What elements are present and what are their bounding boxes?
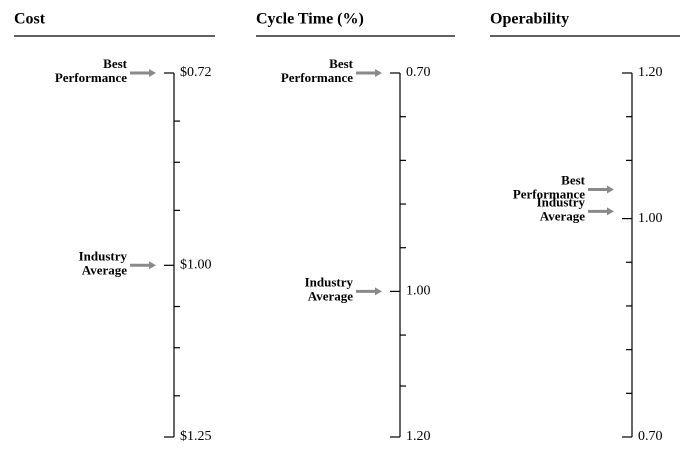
- annotation-label: Industry: [305, 274, 354, 289]
- arrow-head: [607, 207, 614, 216]
- annotation-label: Performance: [55, 70, 127, 85]
- arrow: [588, 185, 614, 194]
- arrow: [130, 69, 156, 77]
- scale-panel: Cycle Time (%) 0.70 1.00 1.20 BestPerformanc…: [256, 11, 455, 444]
- annotation-label: Best: [103, 56, 128, 71]
- annotation-label: Best: [561, 172, 586, 187]
- annotation-label: Best: [329, 56, 354, 71]
- arrow-head: [607, 185, 614, 194]
- annotation-label: Performance: [513, 186, 585, 201]
- arrow-head: [149, 69, 156, 77]
- annotation-label: Industry: [537, 194, 586, 209]
- arrow: [356, 287, 382, 296]
- tick-label: 1.00: [406, 284, 431, 299]
- tick-label: 0.70: [406, 65, 431, 80]
- arrow: [130, 261, 156, 270]
- annotation-label: Average: [82, 262, 127, 277]
- panel-title: Cost: [14, 11, 46, 28]
- tick-label: $1.00: [180, 258, 212, 273]
- panel-title: Cycle Time (%): [256, 11, 364, 28]
- panel-title: Operability: [490, 11, 569, 28]
- arrow: [588, 207, 614, 216]
- tick-label: 1.20: [638, 65, 663, 80]
- arrow-head: [375, 287, 382, 296]
- tick-label: $1.25: [180, 429, 212, 444]
- arrow: [356, 69, 382, 77]
- arrow-head: [149, 261, 156, 270]
- tick-label: 0.70: [638, 429, 663, 444]
- annotation-label: Performance: [281, 70, 353, 85]
- arrow-head: [375, 69, 382, 77]
- annotation-label: Average: [540, 208, 585, 223]
- tick-label: $0.72: [180, 65, 212, 80]
- scale-panel: Operability 1.20 1.00 0.70 BestPerformanceIn…: [490, 11, 680, 444]
- tick-label: 1.20: [406, 429, 431, 444]
- tick-label: 1.00: [638, 211, 663, 226]
- annotation-label: Industry: [79, 248, 128, 263]
- annotation-label: Average: [308, 288, 353, 303]
